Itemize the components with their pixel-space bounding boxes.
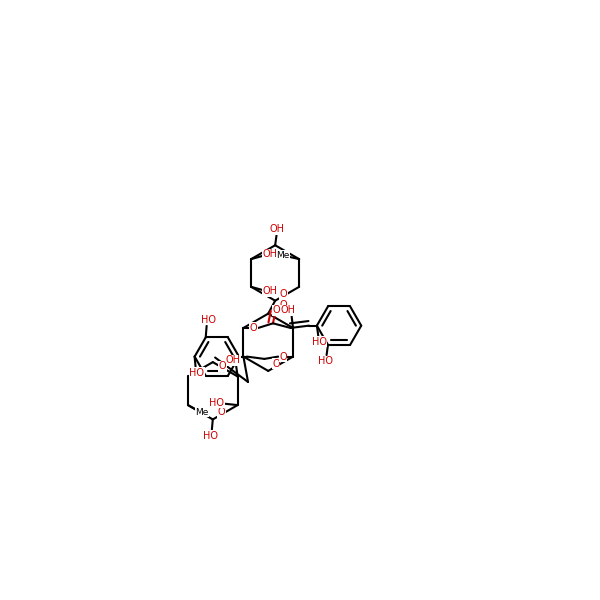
- Text: OH: OH: [262, 286, 277, 296]
- Text: O: O: [250, 323, 257, 333]
- Text: OH: OH: [226, 355, 241, 365]
- Text: OH: OH: [262, 250, 277, 259]
- Text: O: O: [280, 300, 287, 310]
- Text: HO: HO: [190, 368, 205, 378]
- Text: HO: HO: [311, 337, 326, 347]
- Text: Me: Me: [195, 407, 209, 416]
- Text: OH: OH: [281, 305, 296, 316]
- Text: HO: HO: [200, 315, 215, 325]
- Text: O: O: [273, 305, 281, 316]
- Text: HO: HO: [318, 356, 333, 366]
- Text: HO: HO: [203, 431, 218, 440]
- Text: HO: HO: [209, 398, 224, 408]
- Text: O: O: [218, 407, 226, 417]
- Text: OH: OH: [270, 224, 285, 234]
- Text: O: O: [218, 361, 226, 371]
- Text: O: O: [280, 289, 287, 299]
- Text: O: O: [272, 359, 280, 369]
- Text: O: O: [279, 352, 287, 362]
- Text: Me: Me: [277, 251, 290, 260]
